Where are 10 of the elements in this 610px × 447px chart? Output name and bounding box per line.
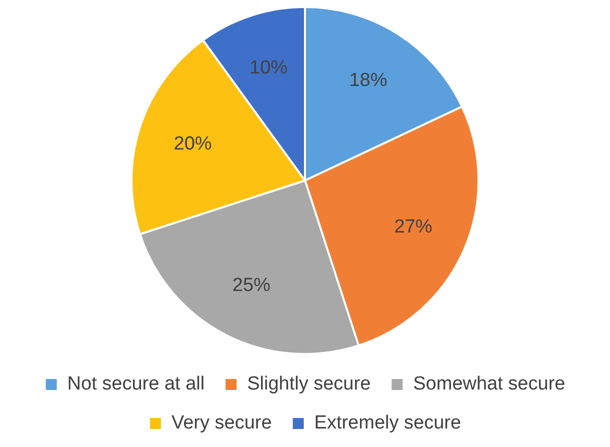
legend-label: Slightly secure bbox=[247, 374, 371, 395]
legend-label: Extremely secure bbox=[314, 412, 462, 434]
data-label: 18% bbox=[349, 70, 388, 92]
legend-label: Very secure bbox=[171, 412, 272, 434]
legend-label: Somewhat secure bbox=[413, 374, 566, 395]
data-label: 25% bbox=[232, 274, 271, 296]
data-label: 27% bbox=[394, 216, 432, 238]
data-label: 20% bbox=[174, 133, 212, 154]
legend-label: Not secure at all bbox=[67, 374, 205, 395]
data-label: 10% bbox=[250, 58, 288, 79]
